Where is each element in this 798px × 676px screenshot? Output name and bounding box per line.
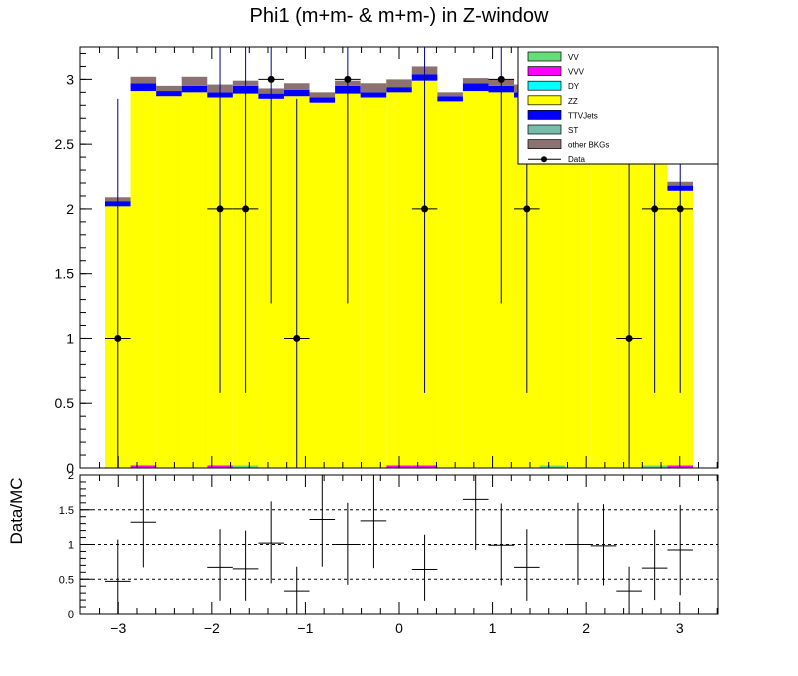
stack-bar-vvv	[130, 465, 157, 468]
stack-bar-vv	[641, 465, 668, 468]
x-tick-label: 1	[489, 620, 497, 636]
x-tick-label: −2	[204, 620, 220, 636]
y-tick-label: 1.5	[55, 266, 75, 282]
ratio-y-tick-label: 2	[68, 470, 74, 482]
stack-bar-zz	[130, 91, 157, 466]
ratio-y-tick-label: 0	[68, 609, 74, 621]
stack-bar-zz	[309, 102, 336, 468]
legend-data-marker	[541, 156, 547, 163]
main-plot: 0 0.5 1 1.5 2 2.5 3	[55, 46, 719, 476]
stack-bar-zz	[156, 96, 182, 469]
stack-bar-zz	[386, 92, 412, 466]
stack-bar-other-bkgs	[386, 79, 412, 88]
ratio-y-tick-label: 1	[68, 540, 74, 552]
stack-bar-other-bkgs	[283, 83, 310, 90]
ratio-y-tick-label: 1.5	[59, 505, 74, 517]
ratio-y-axis-label: Data/MC	[7, 477, 26, 544]
stack-bar-ttvjets	[130, 83, 157, 92]
data-point	[497, 75, 505, 83]
y-tick-label: 0	[66, 460, 74, 476]
stack-bar-other-bkgs	[462, 78, 489, 84]
stack-bar-other-bkgs	[360, 83, 387, 93]
stack-bar-ttvjets	[462, 83, 489, 92]
stack-bar-vv	[539, 465, 566, 468]
data-point	[242, 205, 250, 213]
legend-label: ZZ	[568, 97, 578, 106]
legend-label: Data	[568, 155, 585, 164]
data-point	[421, 205, 429, 213]
stack-bar-ttvjets	[360, 92, 387, 98]
stack-bar-zz	[437, 101, 463, 468]
stack-bar-ttvjets	[437, 96, 463, 102]
legend-swatch-st	[527, 124, 562, 135]
legend-swatch-other-bkgs	[527, 139, 562, 149]
legend-label: VV	[568, 53, 579, 62]
x-tick-label: −3	[110, 620, 126, 636]
legend-swatch-vvv	[527, 66, 562, 76]
legend-swatch-vv	[527, 51, 562, 62]
legend-swatch-dy	[527, 80, 562, 91]
y-tick-label: 3	[66, 71, 74, 87]
stack-bar-vvv	[207, 465, 233, 468]
legend-swatch-zz	[527, 95, 562, 106]
stack-bar-other-bkgs	[437, 92, 463, 97]
chart-title: Phi1 (m+m- & m+m-) in Z-window	[250, 5, 549, 27]
stack-bar-ttvjets	[386, 87, 412, 93]
data-point	[651, 205, 659, 213]
y-tick-label: 2.5	[55, 136, 75, 152]
stack-bar-ttvjets	[283, 89, 310, 97]
data-point	[625, 334, 633, 342]
data-point	[344, 75, 352, 83]
ratio-plot: 0 0.5 1 1.5 2 −3 −2 −1 0 1 2 3	[59, 470, 719, 636]
legend-label: TTVJets	[568, 111, 598, 120]
stack-bar-other-bkgs	[156, 85, 182, 92]
legend-label: other BKGs	[568, 141, 609, 150]
stack-bar-zz	[462, 91, 489, 468]
stack-bar-other-bkgs	[181, 76, 208, 86]
legend-swatch-ttvjets	[527, 110, 562, 120]
stack-bar-other-bkgs	[309, 92, 336, 98]
stack-bar-zz	[181, 92, 208, 468]
stack-bar-ttvjets	[156, 91, 182, 97]
stack-bar-vv	[232, 465, 259, 468]
stack-bar-ttvjets	[309, 97, 336, 103]
ratio-y-tick-label: 0.5	[59, 574, 74, 586]
stack-bar-ttvjets	[181, 85, 208, 93]
stack-bar-zz	[360, 97, 387, 469]
data-point	[676, 205, 684, 213]
data-point	[114, 334, 122, 342]
stack-bar-vvv	[411, 465, 438, 468]
data-point	[523, 205, 531, 213]
legend-label: VVV	[568, 68, 585, 77]
x-tick-label: 2	[582, 620, 590, 636]
x-tick-label: 3	[676, 620, 684, 636]
x-tick-label: 0	[395, 620, 403, 636]
y-tick-label: 2	[66, 201, 74, 217]
legend-label: ST	[568, 126, 578, 135]
data-point	[293, 334, 301, 342]
y-tick-label: 1	[66, 330, 74, 346]
data-point	[216, 205, 224, 213]
data-point	[267, 75, 275, 83]
y-tick-label: 0.5	[55, 395, 75, 411]
x-tick-label: −1	[297, 620, 313, 636]
stack-bar-other-bkgs	[130, 76, 157, 84]
legend-label: DY	[568, 82, 580, 91]
